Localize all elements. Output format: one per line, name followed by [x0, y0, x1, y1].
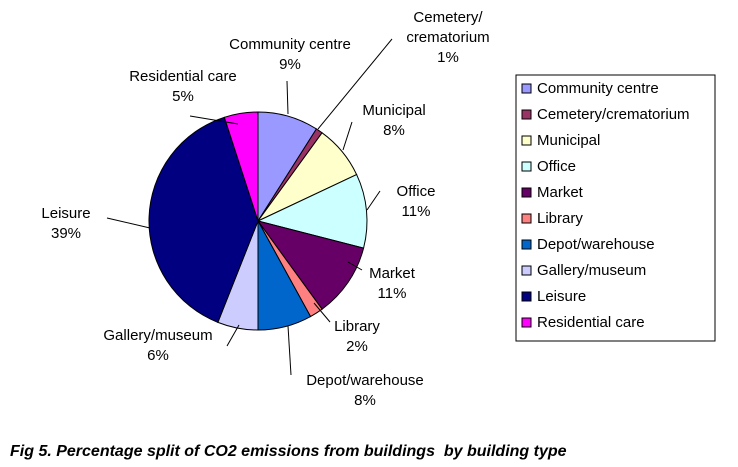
legend-swatch-community-centre — [521, 83, 532, 94]
leader-line-library — [313, 302, 331, 323]
legend-label-community-centre: Community centre — [537, 80, 659, 97]
legend-label-municipal: Municipal — [537, 132, 600, 149]
leader-line-leisure — [106, 217, 151, 229]
slice-labels: Community centre 9% Cemetery/crematorium 1%… — [41, 9, 489, 409]
leader-line-community-centre — [286, 80, 289, 115]
leader-line-market — [347, 261, 363, 271]
legend-swatch-residential-care — [521, 317, 532, 328]
slice-label-residential-care: Residential care 5% — [129, 68, 237, 105]
pie-slice-leisure — [148, 116, 259, 323]
legend-label-gallery-museum: Gallery/museum — [537, 262, 646, 279]
slice-label-municipal: Municipal 8% — [362, 102, 425, 139]
leader-line-depot-warehouse — [287, 325, 292, 376]
pie-chart: Community centre 9% Cemetery/crematorium 1%… — [41, 9, 716, 409]
leader-line-municipal — [342, 121, 353, 151]
leader-lines — [106, 38, 393, 376]
legend-swatch-office — [521, 161, 532, 172]
leader-line-gallery-museum — [226, 324, 240, 347]
slice-label-depot-warehouse: Depot/warehouse 8% — [306, 372, 424, 409]
slice-label-community-centre: Community centre 9% — [229, 36, 351, 73]
pie-slice-market — [256, 220, 365, 310]
slice-label-library: Library 2% — [334, 318, 380, 355]
slice-label-leisure: Leisure 39% — [41, 205, 90, 242]
legend-label-office: Office — [537, 158, 576, 175]
legend-label-library: Library — [537, 210, 583, 227]
leader-line-office — [366, 190, 381, 211]
legend-swatch-leisure — [521, 291, 532, 302]
pie-slice-residential-care — [223, 111, 259, 222]
pie-slices — [148, 111, 368, 331]
slice-label-gallery-museum: Gallery/museum 6% — [103, 327, 212, 364]
slice-label-market: Market 11% — [369, 265, 416, 302]
legend-label-depot-warehouse: Depot/warehouse — [537, 236, 655, 253]
legend-label-leisure: Leisure — [537, 288, 586, 305]
legend-label-residential-care: Residential care — [537, 314, 645, 331]
legend-label-market: Market — [537, 184, 584, 201]
legend-swatch-gallery-museum — [521, 265, 532, 276]
legend-swatch-market — [521, 187, 532, 198]
slice-label-office: Office 11% — [397, 183, 436, 220]
leader-line-cemetery-crematorium — [317, 38, 393, 130]
legend: Community centre Cemetery/crematorium Muni… — [515, 74, 716, 342]
legend-box — [515, 74, 716, 342]
leader-line-residential-care — [189, 115, 239, 125]
pie-slice-office — [256, 173, 368, 249]
legend-swatch-library — [521, 213, 532, 224]
figure-caption: Fig 5. Percentage split of CO2 emissions… — [10, 443, 567, 460]
legend-swatch-municipal — [521, 135, 532, 146]
legend-swatch-cemetery-crematorium — [521, 109, 532, 120]
legend-label-cemetery-crematorium: Cemetery/crematorium — [537, 106, 690, 123]
slice-label-cemetery-crematorium: Cemetery/crematorium 1% — [406, 9, 489, 66]
legend-swatch-depot-warehouse — [521, 239, 532, 250]
